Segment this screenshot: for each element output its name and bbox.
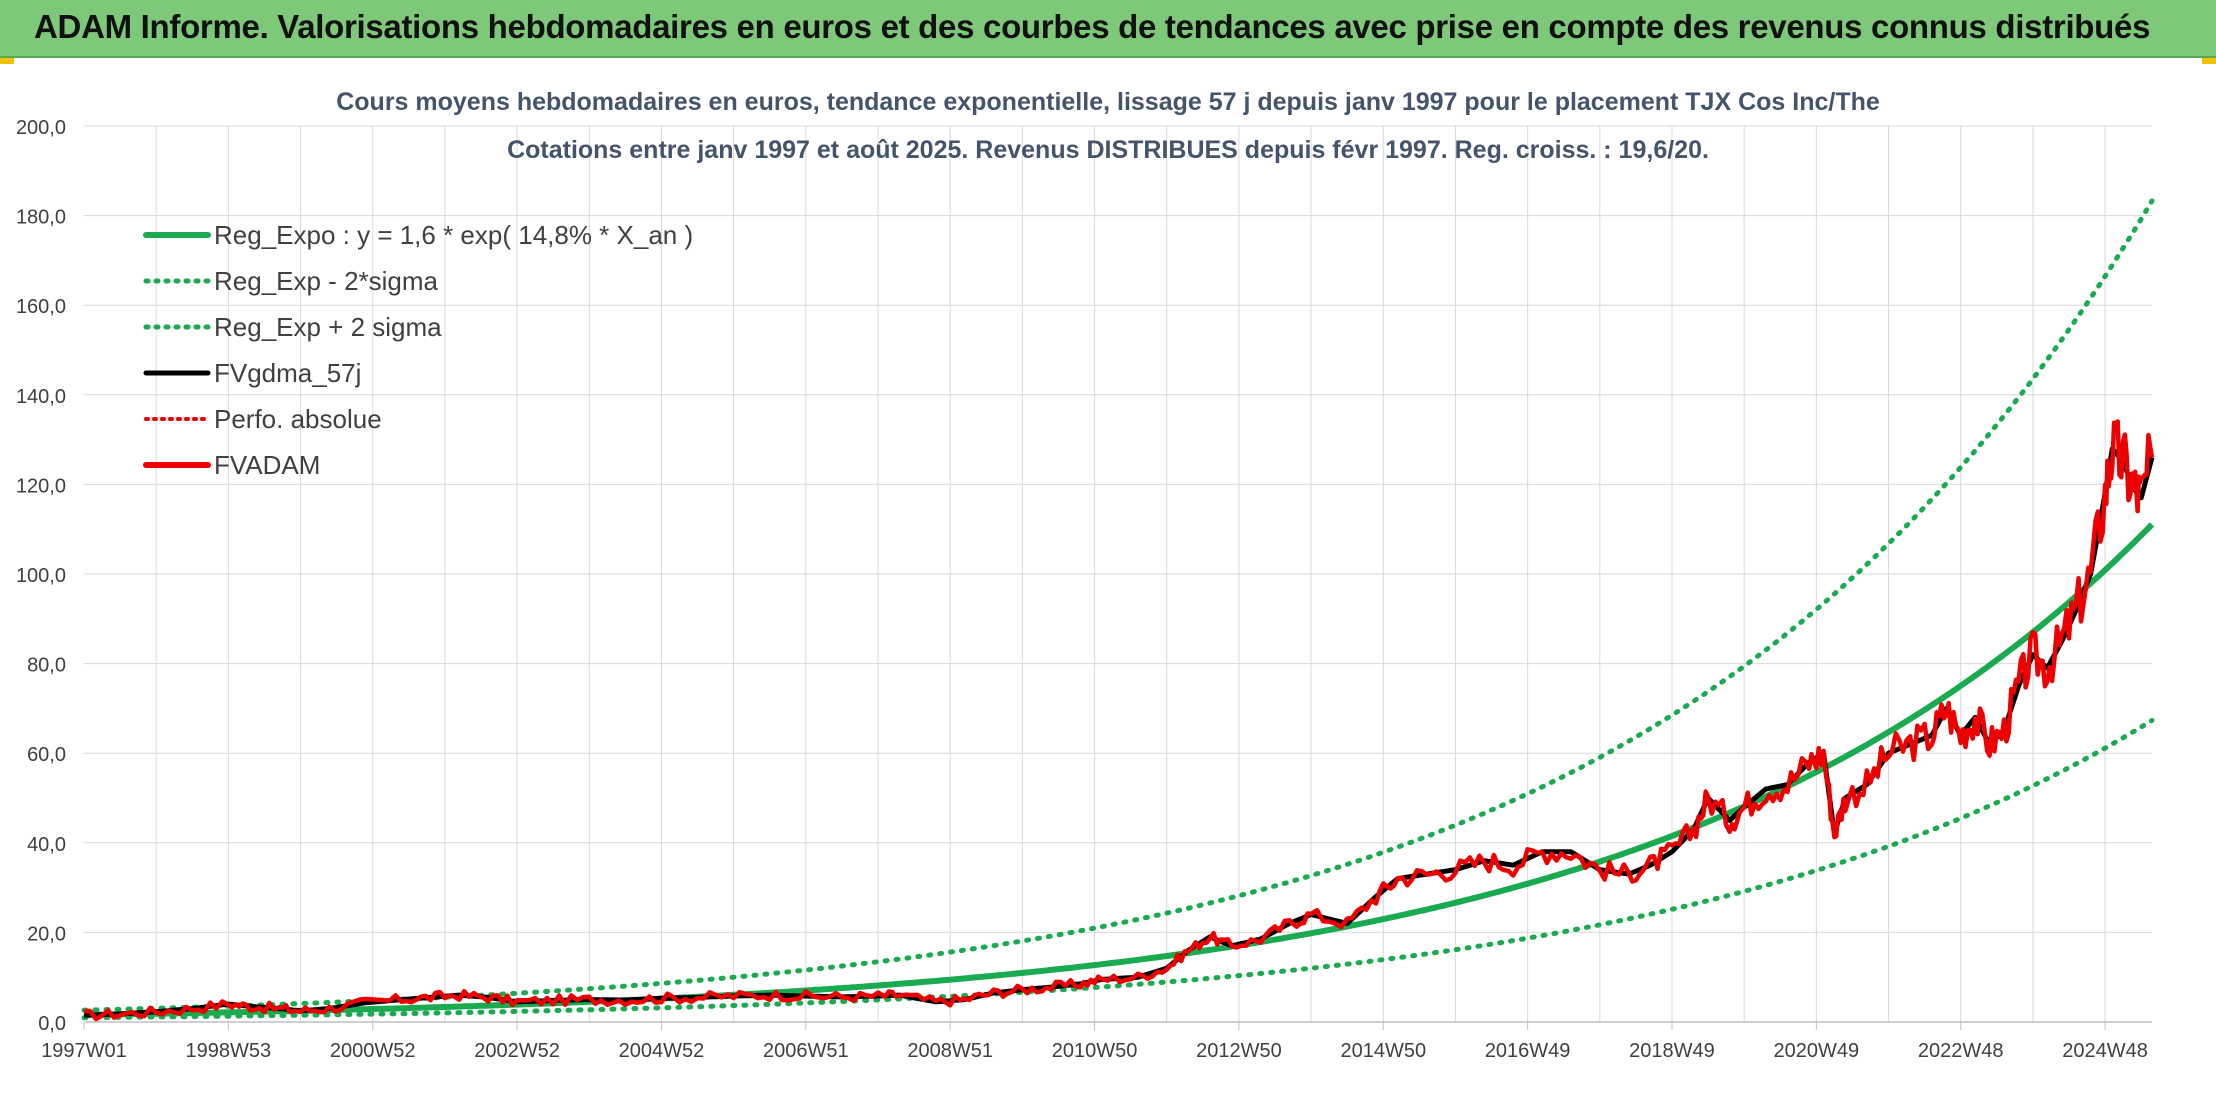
chart-title-line2: Cotations entre janv 1997 et août 2025. … bbox=[507, 136, 1709, 164]
report-title: ADAM Informe. Valorisations hebdomadaire… bbox=[34, 8, 2151, 45]
legend-entry-label: Perfo. absolue bbox=[214, 404, 382, 434]
x-tick-label: 2006W51 bbox=[763, 1040, 849, 1062]
x-tick-label: 2016W49 bbox=[1485, 1040, 1571, 1062]
x-tick-label: 2010W50 bbox=[1052, 1040, 1138, 1062]
report-banner: ADAM Informe. Valorisations hebdomadaire… bbox=[0, 0, 2216, 58]
y-tick-label: 200,0 bbox=[16, 117, 66, 139]
x-tick-label: 2004W52 bbox=[619, 1040, 705, 1062]
y-tick-label: 120,0 bbox=[16, 475, 66, 497]
x-tick-label: 2012W50 bbox=[1196, 1040, 1282, 1062]
x-tick-label: 2018W49 bbox=[1629, 1040, 1715, 1062]
x-tick-label: 1997W01 bbox=[41, 1040, 127, 1062]
x-tick-label: 2002W52 bbox=[474, 1040, 560, 1062]
legend-entry-label: FVgdma_57j bbox=[214, 358, 361, 388]
series-fvadam bbox=[83, 419, 2155, 1022]
y-tick-label: 20,0 bbox=[27, 923, 66, 945]
y-tick-label: 160,0 bbox=[16, 296, 66, 318]
x-tick-label: 2008W51 bbox=[907, 1040, 993, 1062]
legend-entry-label: Reg_Expo : y = 1,6 * exp( 14,8% * X_an ) bbox=[214, 220, 693, 250]
y-tick-label: 60,0 bbox=[27, 744, 66, 766]
x-tick-label: 1998W53 bbox=[186, 1040, 272, 1062]
corner-marker-right bbox=[2202, 58, 2216, 64]
chart-svg: 0,0 20,0 40,0 60,0 80,0 100,0 120,0 140,0 160,0 1… bbox=[16, 88, 2155, 1062]
y-tick-label: 180,0 bbox=[16, 207, 66, 229]
chart-legend: Reg_Expo : y = 1,6 * exp( 14,8% * X_an )… bbox=[143, 220, 693, 480]
x-tick-label: 2022W48 bbox=[1918, 1040, 2004, 1062]
y-tick-label: 100,0 bbox=[16, 565, 66, 587]
x-tick-label: 2024W48 bbox=[2062, 1040, 2148, 1062]
series-fvgdma-57j bbox=[83, 446, 2155, 1018]
y-tick-label: 140,0 bbox=[16, 386, 66, 408]
corner-marker-left bbox=[0, 58, 14, 64]
series-perfo-absolue bbox=[83, 419, 2153, 1021]
chart-area: 0,0 20,0 40,0 60,0 80,0 100,0 120,0 140,0 160,0 1… bbox=[0, 60, 2216, 1106]
x-tick-label: 2020W49 bbox=[1774, 1040, 1860, 1062]
y-tick-label: 0,0 bbox=[38, 1013, 66, 1035]
x-tick-label: 2014W50 bbox=[1340, 1040, 1426, 1062]
y-tick-label: 80,0 bbox=[27, 655, 66, 677]
series-reg-exp-minus-2sigma bbox=[81, 717, 2155, 1021]
chart-title-line1: Cours moyens hebdomadaires en euros, ten… bbox=[336, 88, 1880, 116]
y-tick-label: 40,0 bbox=[27, 834, 66, 856]
legend-entry-label: FVADAM bbox=[214, 450, 320, 480]
legend-entry-label: Reg_Exp + 2 sigma bbox=[214, 312, 442, 342]
series-reg-expo bbox=[84, 522, 2155, 1018]
legend-entry-label: Reg_Exp - 2*sigma bbox=[214, 266, 439, 296]
x-tick-label: 2000W52 bbox=[330, 1040, 416, 1062]
